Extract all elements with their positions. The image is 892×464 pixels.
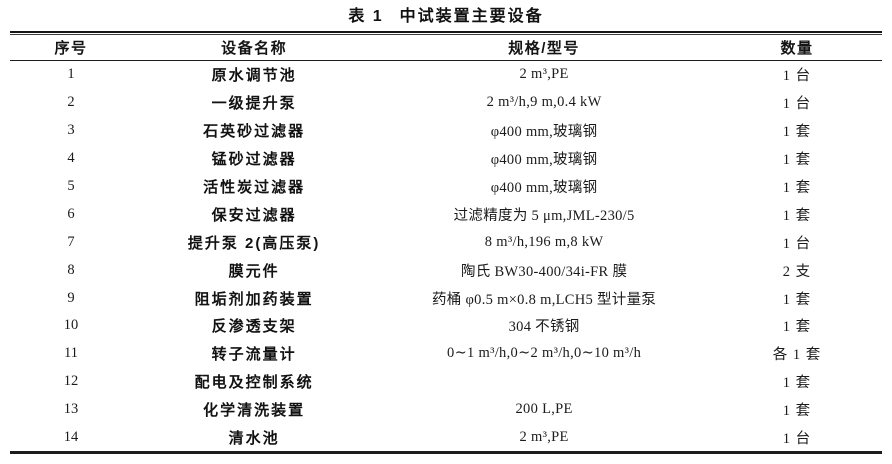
cell-name: 膜元件	[228, 262, 280, 280]
cell-spec: 陶氏 BW30-400/34i-FR 膜	[460, 263, 628, 280]
table-row: 5 活性炭过滤器 φ400 mm,玻璃钢 1 套	[10, 173, 882, 201]
cell-name: 锰砂过滤器	[211, 151, 297, 169]
cell-name: 提升泵 2(高压泵)	[187, 234, 321, 252]
table-row: 8 膜元件 陶氏 BW30-400/34i-FR 膜 2 支	[10, 256, 882, 284]
table-row: 1 原水调节池 2 m³,PE 1 台	[10, 61, 882, 89]
cell-name: 化学清洗装置	[203, 402, 306, 420]
cell-no: 13	[63, 401, 79, 418]
cell-spec: 药桶 φ0.5 m×0.8 m,LCH5 型计量泵	[431, 291, 657, 308]
cell-name: 保安过滤器	[211, 206, 297, 224]
cell-spec: 0∼1 m³/h,0∼2 m³/h,0∼10 m³/h	[447, 345, 642, 362]
cell-qty: 1 套	[782, 403, 812, 420]
cell-qty: 1 台	[782, 235, 812, 252]
cell-spec: 2 m³,PE	[519, 66, 569, 83]
cell-no: 7	[67, 233, 75, 250]
cell-no: 3	[67, 122, 75, 139]
cell-name: 阻垢剂加药装置	[194, 290, 314, 308]
cell-spec: 200 L,PE	[515, 401, 573, 418]
table-row: 13 化学清洗装置 200 L,PE 1 套	[10, 396, 882, 424]
column-header-qty: 数量	[711, 35, 882, 61]
equipment-table: 序号 设备名称 规格/型号 数量 1 原水调节池 2 m³,PE 1 台 2 一级提升泵 2…	[10, 35, 882, 455]
cell-qty: 1 套	[782, 180, 812, 196]
cell-qty: 1 台	[782, 96, 812, 113]
cell-qty: 1 套	[782, 375, 812, 392]
cell-name: 一级提升泵	[211, 95, 297, 113]
cell-spec: 过滤精度为 5 μm,JML-230/5	[453, 207, 635, 224]
cell-no: 4	[67, 150, 75, 167]
cell-qty: 1 台	[782, 68, 812, 85]
cell-qty: 1 套	[782, 124, 812, 141]
cell-name: 活性炭过滤器	[203, 179, 306, 196]
table-row: 10 反渗透支架 304 不锈钢 1 套	[10, 312, 882, 340]
column-header-spec: 规格/型号	[376, 35, 712, 61]
cell-name: 反渗透支架	[211, 318, 297, 336]
cell-qty: 1 套	[782, 152, 812, 169]
cell-no: 6	[67, 205, 75, 222]
table-number: 表 1	[348, 8, 384, 25]
cell-qty: 1 套	[782, 291, 812, 308]
table-row: 9 阻垢剂加药装置 药桶 φ0.5 m×0.8 m,LCH5 型计量泵 1 套	[10, 284, 882, 312]
cell-spec	[376, 368, 712, 396]
column-header-no: 序号	[10, 35, 133, 61]
cell-spec: 8 m³/h,196 m,8 kW	[484, 233, 604, 250]
cell-name: 转子流量计	[211, 346, 297, 364]
cell-no: 10	[63, 317, 79, 334]
table-row: 12 配电及控制系统 1 套	[10, 368, 882, 396]
table-row: 14 清水池 2 m³,PE 1 台	[10, 424, 882, 453]
column-header-name: 设备名称	[132, 35, 377, 61]
table-row: 6 保安过滤器 过滤精度为 5 μm,JML-230/5 1 套	[10, 200, 882, 228]
cell-no: 11	[64, 345, 79, 362]
cell-name: 清水池	[228, 430, 280, 448]
cell-qty: 2 支	[782, 263, 812, 280]
cell-spec: φ400 mm,玻璃钢	[490, 152, 598, 169]
cell-spec: φ400 mm,玻璃钢	[490, 180, 598, 196]
table-title: 表 1 中试装置主要设备	[0, 0, 892, 29]
cell-spec: φ400 mm,玻璃钢	[490, 124, 598, 141]
cell-qty: 1 套	[782, 207, 812, 224]
table-row: 2 一级提升泵 2 m³/h,9 m,0.4 kW 1 台	[10, 89, 882, 117]
table-row: 11 转子流量计 0∼1 m³/h,0∼2 m³/h,0∼10 m³/h 各 1 套	[10, 340, 882, 368]
cell-qty: 1 台	[782, 431, 812, 448]
cell-no: 12	[63, 373, 79, 390]
cell-qty: 1 套	[782, 319, 812, 336]
cell-spec: 2 m³/h,9 m,0.4 kW	[486, 94, 602, 111]
cell-name: 配电及控制系统	[194, 374, 314, 392]
table-row: 4 锰砂过滤器 φ400 mm,玻璃钢 1 套	[10, 145, 882, 173]
table-header: 序号 设备名称 规格/型号 数量	[10, 35, 882, 61]
table-row: 7 提升泵 2(高压泵) 8 m³/h,196 m,8 kW 1 台	[10, 228, 882, 256]
cell-no: 1	[67, 66, 75, 83]
header-row: 序号 设备名称 规格/型号 数量	[10, 35, 882, 61]
table-top-rule	[10, 31, 882, 35]
table-body: 1 原水调节池 2 m³,PE 1 台 2 一级提升泵 2 m³/h,9 m,0.4 kW 1…	[10, 61, 882, 453]
cell-name: 石英砂过滤器	[203, 123, 306, 141]
table-title-text: 中试装置主要设备	[399, 8, 544, 25]
cell-no: 9	[67, 289, 75, 306]
cell-name: 原水调节池	[211, 67, 297, 85]
cell-spec: 304 不锈钢	[508, 319, 580, 336]
cell-no: 2	[67, 94, 75, 111]
table-row: 3 石英砂过滤器 φ400 mm,玻璃钢 1 套	[10, 117, 882, 145]
cell-no: 14	[63, 429, 79, 446]
cell-qty: 各 1 套	[772, 347, 822, 364]
cell-no: 8	[67, 261, 75, 278]
cell-spec: 2 m³,PE	[519, 429, 569, 446]
cell-no: 5	[67, 178, 75, 194]
